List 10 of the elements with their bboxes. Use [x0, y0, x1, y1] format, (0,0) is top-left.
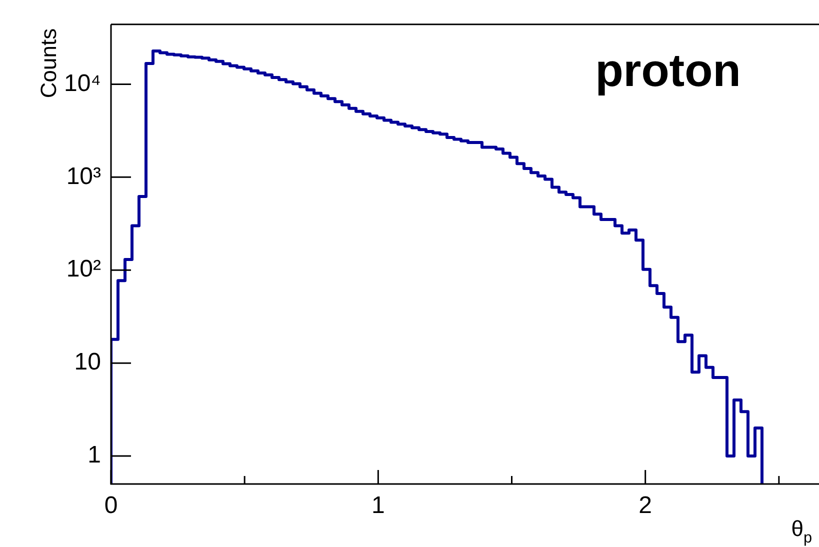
x-tick-label: 1 — [371, 492, 385, 520]
y-tick-label: 1 — [88, 442, 101, 469]
y-axis-title: Counts — [36, 28, 61, 98]
x-tick-label: 0 — [104, 492, 118, 520]
y-tick-label: 10³ — [66, 162, 102, 190]
x-tick-label: 2 — [638, 492, 652, 520]
y-tick-label: 10 — [74, 348, 101, 376]
y-tick-label: 10² — [66, 256, 102, 283]
y-tick-label: 10⁴ — [64, 70, 101, 97]
chart-title: proton — [595, 44, 741, 96]
